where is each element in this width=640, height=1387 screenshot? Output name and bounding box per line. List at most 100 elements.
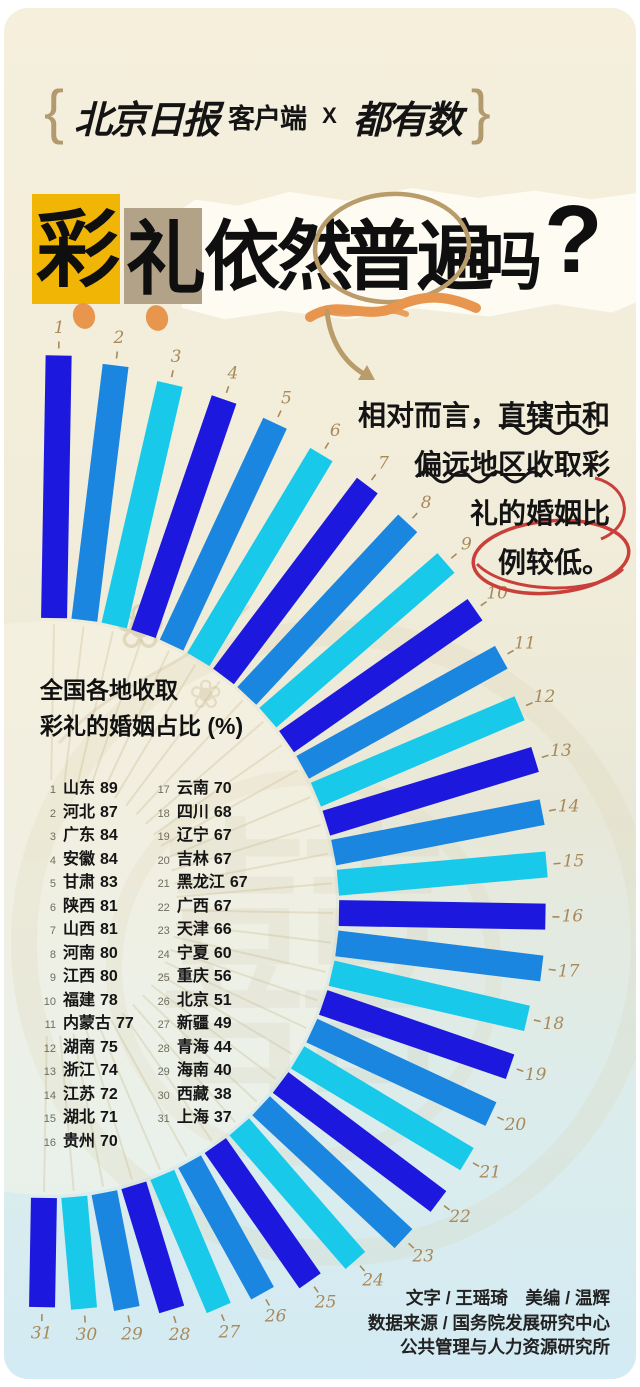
radial-bar-group (121, 1181, 185, 1314)
radial-bar (338, 900, 546, 930)
rank-tick (324, 442, 330, 450)
rank-tick (541, 754, 549, 759)
radial-bar (41, 355, 72, 619)
title-circled-word: 普遍 (344, 215, 493, 300)
radial-bar-group (150, 1169, 231, 1314)
header-brand: { 北京日报 客户端 X 都有数 } (44, 82, 491, 146)
radial-bar (187, 447, 333, 667)
radial-bar-group (306, 1018, 497, 1126)
list-item-rank: 4 (49, 854, 56, 867)
list-item-value: 71 (100, 1109, 118, 1126)
rank-tick (83, 1315, 87, 1323)
radial-bar-group (272, 1072, 447, 1212)
radial-bar-group (178, 1155, 274, 1300)
list-item-value: 84 (100, 827, 118, 844)
rank-tick (553, 862, 561, 865)
radial-bar-group (71, 363, 129, 622)
radial-bar (252, 1096, 413, 1249)
list-item: 24 宁夏 60 (148, 939, 248, 963)
list-item: 3 广东 84 (34, 821, 134, 845)
credits-line: 公共管理与人力资源研究所 (400, 1337, 610, 1357)
province-list-col-2: 17 云南 70 18 四川 68 19 辽宁 67 20 吉林 67 21 黑龙江 67 22 广西 67 23 天… (148, 774, 248, 1150)
radial-bar-group (213, 477, 378, 685)
rank-label: 23 (411, 1246, 434, 1266)
list-item-rank: 30 (157, 1089, 170, 1102)
rank-label: 5 (281, 388, 292, 408)
radial-bar (121, 1181, 185, 1314)
rank-label: 19 (525, 1065, 547, 1085)
annotation-line: 礼的婚姻比 (469, 498, 610, 529)
list-item: 7 山西 81 (34, 915, 134, 939)
list-item-province: 北京 (176, 991, 209, 1009)
rank-tick (173, 1315, 177, 1324)
list-item-value: 56 (213, 968, 232, 985)
list-item-province: 内蒙古 (63, 1015, 112, 1032)
list-item-value: 89 (100, 780, 118, 797)
list-item: 27 新疆 49 (148, 1009, 248, 1033)
rank-label: 22 (448, 1207, 471, 1227)
title-question-mark: ? (544, 186, 603, 293)
radial-bar-group (318, 990, 515, 1080)
list-item: 15 湖北 71 (34, 1103, 134, 1127)
list-item: 22 广西 67 (148, 892, 248, 916)
title-char-cai: 彩 (36, 203, 121, 297)
radial-bar-group (331, 799, 545, 866)
radial-bar-group (101, 381, 183, 629)
radial-bar-group (159, 417, 287, 651)
radial-bar-group (338, 900, 546, 930)
list-item-province: 新疆 (176, 1015, 209, 1032)
left-brace: { (44, 78, 65, 145)
radial-bar (61, 1195, 97, 1310)
list-item-rank: 13 (43, 1066, 56, 1078)
orange-dot (72, 303, 96, 329)
list-item-rank: 8 (49, 948, 56, 961)
plum-blossom-icon: ❀ (114, 593, 166, 662)
list-item-rank: 3 (49, 831, 56, 843)
radial-bar-group (296, 645, 508, 779)
radial-bar-group (310, 696, 525, 807)
list-item: 1 山东 89 (34, 774, 134, 798)
list-item-value: 49 (213, 1015, 232, 1032)
radial-bar-group (336, 851, 548, 896)
title-char-li: 礼 (126, 215, 206, 304)
list-item: 20 吉林 67 (148, 845, 248, 869)
annotation-line: 例较低。 (497, 547, 610, 578)
radial-bar-group (335, 930, 544, 982)
list-item: 4 安徽 84 (34, 845, 134, 869)
radial-bar (150, 1169, 231, 1314)
chart-title-line: 彩礼的婚姻占比 (%) (40, 713, 244, 739)
list-item-rank: 31 (157, 1113, 170, 1125)
radial-bar (331, 799, 545, 866)
list-item: 10 福建 78 (34, 986, 134, 1010)
list-item-province: 吉林 (176, 850, 209, 868)
list-item-value: 67 (229, 874, 248, 891)
list-item-value: 77 (116, 1015, 134, 1032)
rank-tick (548, 968, 556, 972)
rank-label: 6 (330, 421, 341, 441)
poster-card: 囍 ❀ ❀ ❀ 1 2 3 4 5 6 7 8 9 10 11 12 13 14 15 16 17 18 19 20 2… (4, 8, 636, 1379)
annotation-line: 相对而言，直辖市和 (357, 400, 610, 431)
chart-title-line: 全国各地收取 (40, 677, 178, 703)
list-item-province: 安徽 (63, 850, 96, 868)
list-item-province: 福建 (63, 991, 96, 1009)
list-item-province: 湖北 (63, 1109, 96, 1126)
radial-bar-group (229, 1118, 366, 1269)
list-item-province: 青海 (176, 1038, 209, 1056)
list-item: 26 北京 51 (148, 986, 248, 1010)
rank-label: 11 (514, 634, 536, 654)
list-item: 29 海南 40 (148, 1056, 248, 1080)
rank-tick (548, 808, 557, 812)
rank-label: 20 (504, 1115, 527, 1135)
radial-bar-group (29, 1197, 57, 1308)
rank-tick (525, 702, 533, 707)
rank-label: 15 (563, 852, 585, 872)
radial-bar (318, 990, 515, 1080)
list-item-value: 87 (100, 803, 118, 821)
rank-tick (408, 1242, 415, 1249)
radial-bar (204, 1138, 321, 1289)
rank-tick (313, 1286, 319, 1293)
list-item-rank: 29 (157, 1066, 170, 1078)
list-item: 28 青海 44 (148, 1033, 248, 1057)
list-item-province: 海南 (176, 1062, 209, 1079)
radial-bar (71, 363, 129, 622)
